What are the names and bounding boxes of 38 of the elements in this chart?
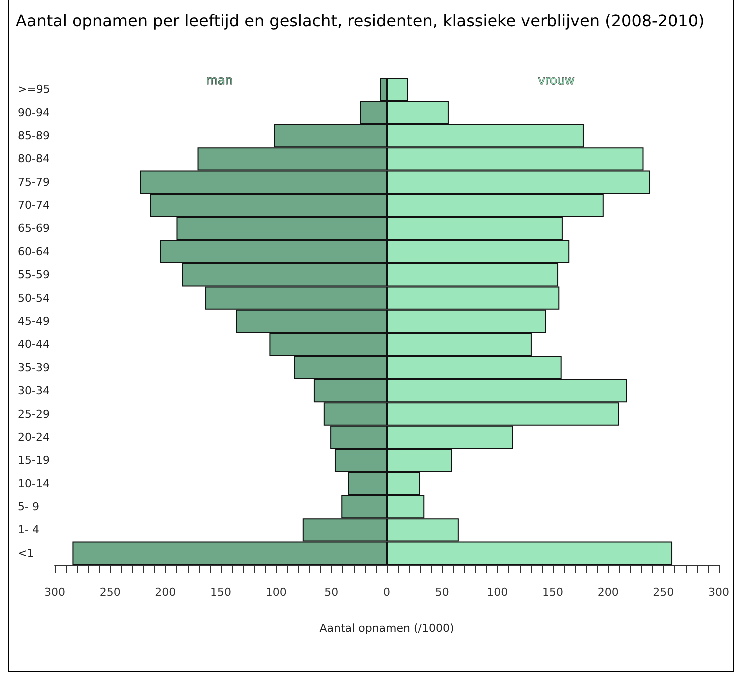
y-tick-label: >=95 xyxy=(18,83,50,96)
x-tick-label: 300 xyxy=(708,586,730,599)
x-tick-label: 100 xyxy=(266,586,287,599)
x-tick-label: 150 xyxy=(542,586,564,599)
y-tick-label: 85-89 xyxy=(18,129,50,142)
y-tick-label: 25-29 xyxy=(18,408,50,421)
y-tick-label: 80-84 xyxy=(18,152,50,166)
x-tick-label: 100 xyxy=(487,586,508,599)
text: vrouw xyxy=(538,73,576,88)
y-tick-label: 30-34 xyxy=(18,384,50,398)
x-tick-label: 200 xyxy=(155,586,176,599)
y-tick-label: 60-64 xyxy=(18,245,50,258)
x-tick-label: 250 xyxy=(653,586,674,599)
y-tick-label: 90-94 xyxy=(18,106,50,120)
y-tick-label: 15-19 xyxy=(18,454,50,468)
y-tick-label: 75-79 xyxy=(18,176,50,189)
text: man xyxy=(206,73,233,88)
y-tick-label: 5- 9 xyxy=(18,500,40,514)
chart-title: Aantal opnamen per leeftijd en geslacht, residenten, klassieke verblijven (2008-2010) xyxy=(16,12,705,30)
y-tick-label: 55-59 xyxy=(18,268,50,282)
x-axis-title: Aantal opnamen (/1000) xyxy=(320,622,454,635)
y-tick-label: 40-44 xyxy=(18,338,50,352)
x-tick-label: 0 xyxy=(384,586,390,599)
y-tick-label: 35-39 xyxy=(18,361,50,374)
x-tick-label: 50 xyxy=(324,586,339,599)
y-tick-label: <1 xyxy=(18,546,34,560)
y-tick-label: 65-69 xyxy=(18,222,50,236)
y-tick-label: 45-49 xyxy=(18,315,50,328)
x-tick-label: 250 xyxy=(100,586,121,599)
x-tick-label: 150 xyxy=(210,586,232,599)
x-tick-label: 300 xyxy=(44,586,66,599)
y-tick-label: 1- 4 xyxy=(18,524,40,537)
x-tick-label: 200 xyxy=(598,586,619,599)
x-tick-label: 50 xyxy=(435,586,450,599)
y-tick-label: 50-54 xyxy=(18,292,50,305)
y-tick-label: 70-74 xyxy=(18,199,50,212)
y-tick-label: 10-14 xyxy=(18,477,50,490)
y-tick-label: 20-24 xyxy=(18,430,50,444)
